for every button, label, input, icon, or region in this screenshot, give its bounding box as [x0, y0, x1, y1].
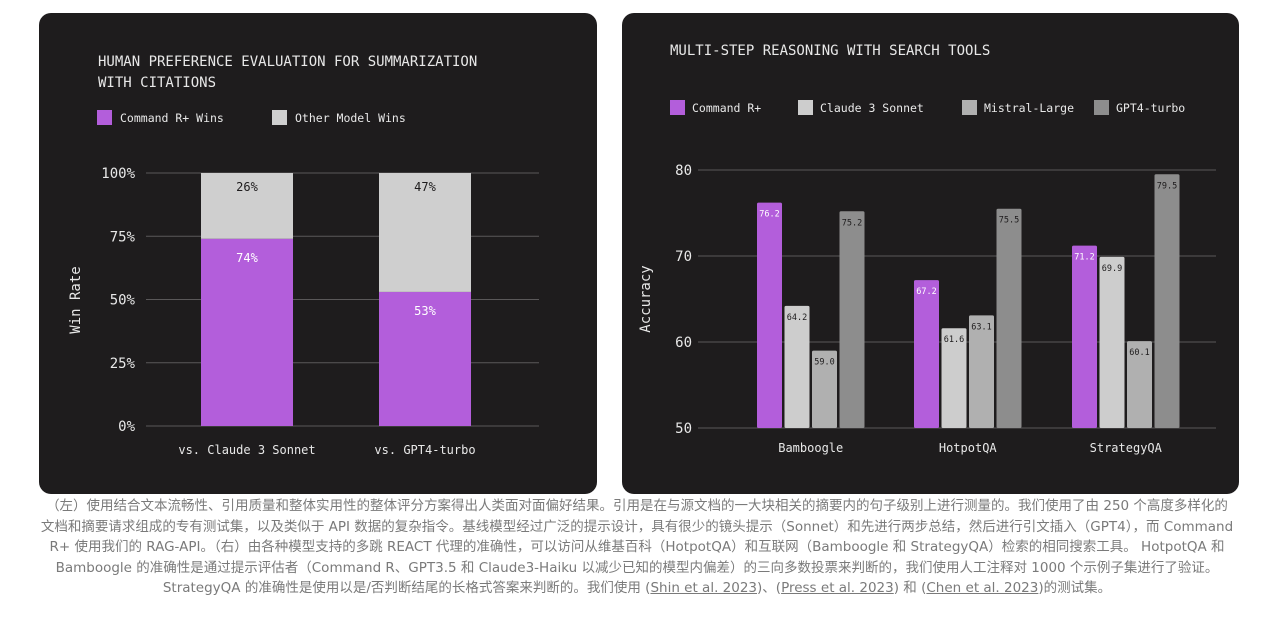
bar	[996, 208, 1022, 428]
x-tick-label: vs. GPT4-turbo	[374, 443, 475, 457]
figure-caption: （左）使用结合文本流畅性、引用质量和整体实用性的整体评分方案得出人类面对面偏好结…	[40, 496, 1234, 599]
data-label: 74%	[236, 251, 258, 265]
bar-command-r-wins	[201, 238, 293, 426]
y-tick-label: 25%	[110, 356, 136, 372]
legend-swatch	[272, 110, 287, 125]
caption-text: （左）使用结合文本流畅性、引用质量和整体实用性的整体评分方案得出人类面对面偏好结…	[40, 498, 1234, 596]
data-label: 47%	[414, 180, 436, 194]
reference-link-chen[interactable]: Chen et al. 2023	[926, 580, 1039, 596]
bar-command-r-wins	[379, 291, 471, 426]
legend-label: Command R+	[692, 101, 761, 115]
y-tick-label: 100%	[101, 166, 135, 182]
chart-title: MULTI-STEP REASONING WITH SEARCH TOOLS	[670, 43, 990, 59]
accuracy-chart: MULTI-STEP REASONING WITH SEARCH TOOLS Co…	[638, 43, 1216, 455]
bar	[941, 328, 967, 428]
data-label: 59.0	[814, 358, 834, 368]
legend-swatch	[1094, 100, 1109, 115]
legend-label: GPT4-turbo	[1116, 101, 1185, 115]
legend-swatch	[97, 110, 112, 125]
legend-label: Claude 3 Sonnet	[820, 101, 924, 115]
bar	[914, 280, 939, 428]
legend-label: Command R+ Wins	[120, 111, 224, 125]
bar	[757, 202, 782, 428]
data-label: 71.2	[1074, 253, 1094, 263]
y-tick-label: 75%	[110, 229, 136, 245]
left-chart-panel: HUMAN PREFERENCE EVALUATION FOR SUMMARIZ…	[39, 13, 597, 494]
y-axis-label: Accuracy	[638, 265, 654, 332]
data-label: 75.2	[842, 218, 862, 228]
bar-other-model-wins	[379, 173, 471, 292]
bar-other-model-wins	[201, 173, 293, 239]
bar	[1127, 341, 1152, 428]
data-label: 63.1	[971, 322, 991, 332]
y-tick-label: 50	[675, 421, 692, 437]
data-label: 26%	[236, 180, 258, 194]
bar	[812, 350, 837, 428]
chart-title-line: WITH CITATIONS	[98, 75, 216, 91]
data-label: 67.2	[916, 287, 936, 297]
legend-label: Other Model Wins	[295, 111, 406, 125]
y-tick-label: 70	[675, 249, 692, 265]
data-label: 64.2	[787, 313, 807, 323]
y-tick-label: 50%	[110, 293, 136, 309]
y-tick-label: 0%	[118, 419, 135, 435]
x-tick-label: StrategyQA	[1090, 441, 1163, 455]
y-axis-label: Win Rate	[68, 266, 84, 333]
caption-separator-1: )、(	[757, 580, 782, 596]
reference-link-press[interactable]: Press et al. 2023	[781, 580, 894, 596]
caption-separator-2: ) 和 (	[893, 580, 927, 596]
bar	[784, 305, 810, 428]
bar	[839, 211, 865, 428]
data-label: 53%	[414, 304, 436, 318]
bar	[1099, 256, 1125, 428]
bar	[1154, 174, 1180, 428]
data-label: 69.9	[1102, 264, 1122, 274]
y-tick-label: 60	[675, 335, 692, 351]
win-rate-chart: HUMAN PREFERENCE EVALUATION FOR SUMMARIZ…	[68, 54, 539, 457]
data-label: 75.5	[999, 216, 1019, 226]
x-tick-label: HotpotQA	[939, 441, 998, 455]
x-tick-label: vs. Claude 3 Sonnet	[178, 443, 315, 457]
x-tick-label: Bamboogle	[778, 441, 843, 455]
legend-swatch	[962, 100, 977, 115]
reference-link-shin[interactable]: Shin et al. 2023	[650, 580, 758, 596]
right-chart-panel: MULTI-STEP REASONING WITH SEARCH TOOLS Co…	[622, 13, 1239, 494]
legend-swatch	[670, 100, 685, 115]
data-label: 76.2	[759, 210, 779, 220]
data-label: 61.6	[944, 335, 964, 345]
bar	[969, 315, 994, 428]
data-label: 60.1	[1129, 348, 1149, 358]
data-label: 79.5	[1157, 181, 1177, 191]
caption-end: )的测试集。	[1038, 580, 1112, 596]
legend-label: Mistral-Large	[984, 101, 1074, 115]
bar	[1072, 245, 1097, 428]
legend-swatch	[798, 100, 813, 115]
chart-title-line: HUMAN PREFERENCE EVALUATION FOR SUMMARIZ…	[98, 54, 477, 70]
y-tick-label: 80	[675, 163, 692, 179]
